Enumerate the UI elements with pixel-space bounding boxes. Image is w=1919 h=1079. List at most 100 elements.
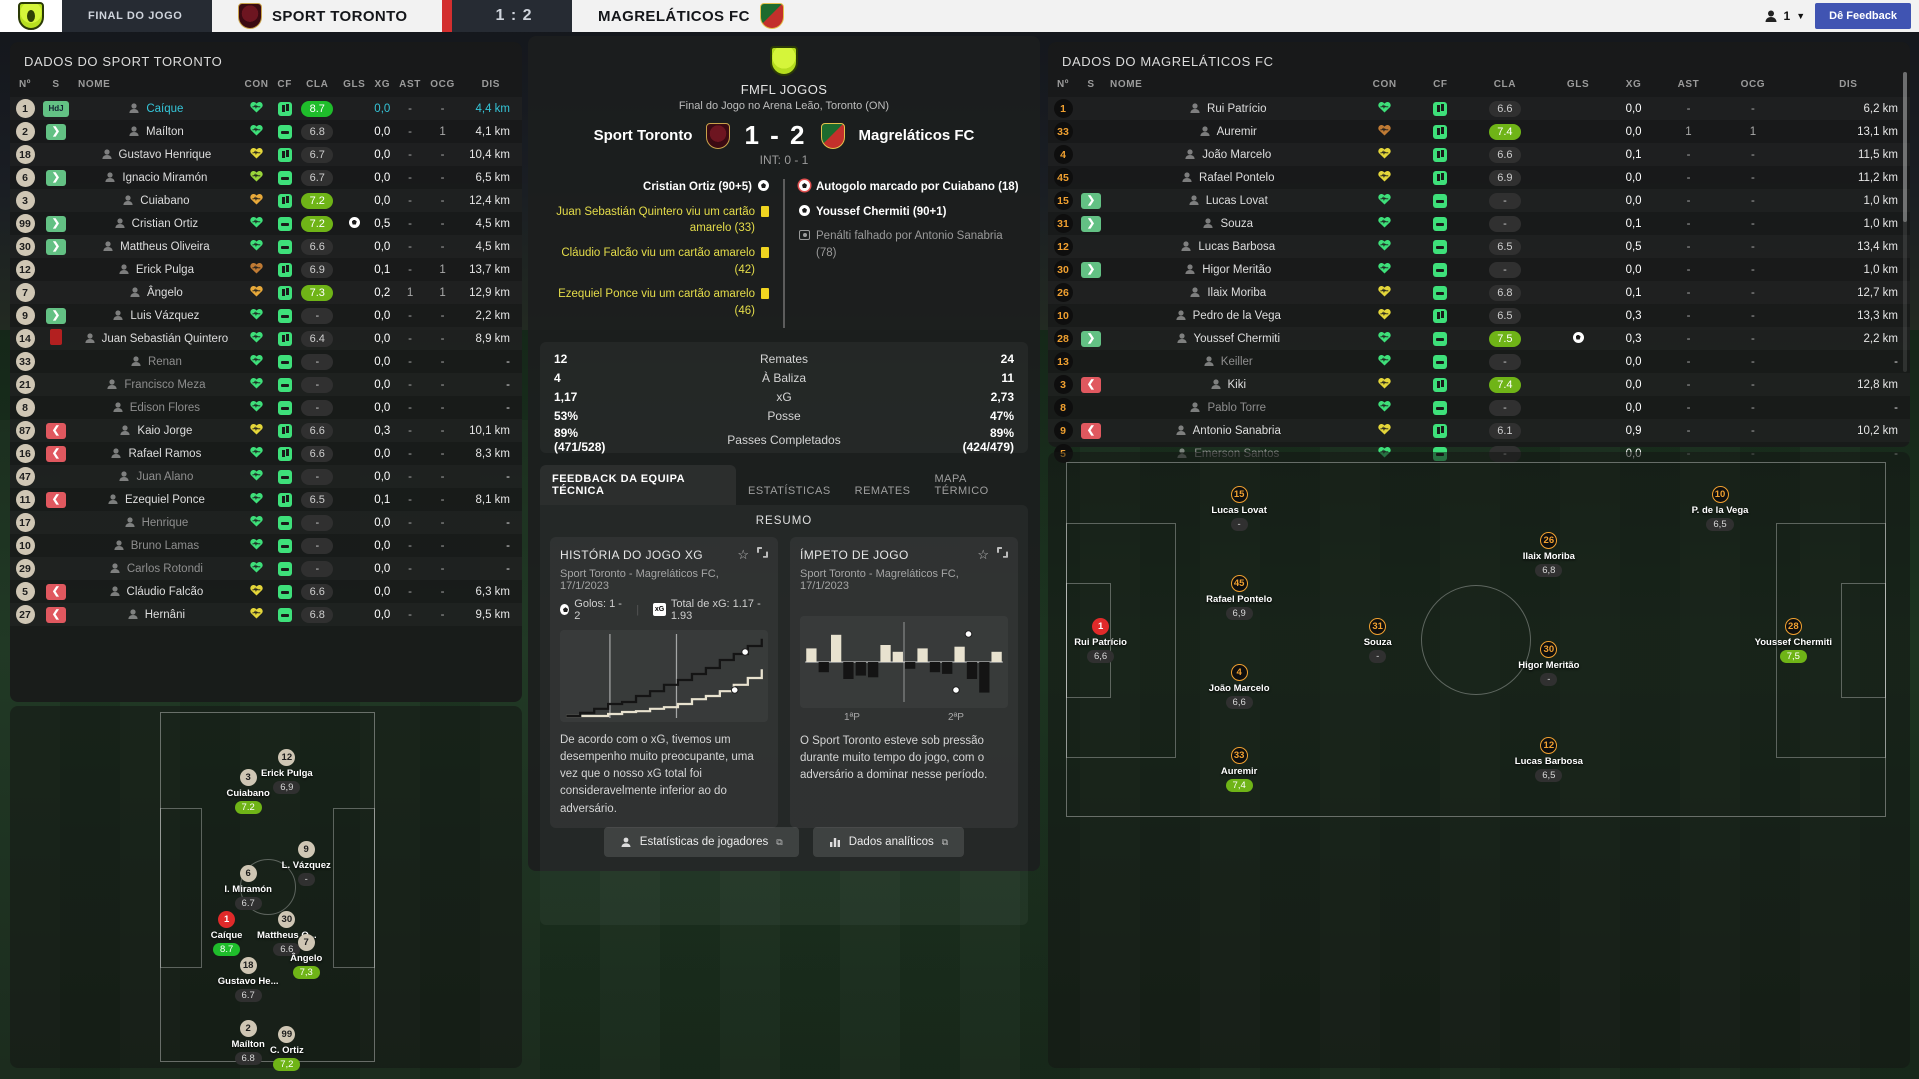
pitch-player[interactable]: 45 Rafael Pontelo 6,9 (1191, 574, 1287, 620)
expand-icon[interactable] (757, 546, 768, 558)
table-row[interactable]: 31 ❯ Souza - 0,1 - - 1,0 km (1048, 212, 1910, 235)
table-row[interactable]: 33 Auremir 7.4 0,0 1 1 13,1 km (1048, 120, 1910, 143)
pitch-player[interactable]: 1 Caíque 8.7 (179, 910, 275, 956)
table-row[interactable]: 16 ❮ Rafael Ramos 6.6 0,0 - - 8,3 km (10, 442, 522, 465)
user-badge[interactable]: 1 ▼ (1764, 9, 1806, 23)
man-of-match-badge[interactable]: HdJ (43, 100, 69, 117)
pitch-player[interactable]: 30 Higor Meritão - (1501, 640, 1597, 686)
table-row[interactable]: 5 ❮ Cláudio Falcão 6.6 0,0 - - 6,3 km (10, 580, 522, 603)
pitch-player[interactable]: 15 Lucas Lovat - (1191, 485, 1287, 531)
pitch-player[interactable]: 9 L. Vázquez - (258, 841, 354, 887)
table-row[interactable]: 47 Juan Alano -0,0- - - (10, 465, 522, 488)
pitch-player[interactable]: 31 Souza - (1330, 617, 1426, 663)
table-row[interactable]: 6 ❯ Ignacio Miramón 6.7 0,0 - - 6,5 km (10, 166, 522, 189)
table-row[interactable]: 11 ❮ Ezequiel Ponce 6.5 0,1 - - 8,1 km (10, 488, 522, 511)
star-icon[interactable]: ☆ (737, 546, 749, 562)
table-row[interactable]: 1 Rui Patrício 6.6 0,0- -6,2 km (1048, 97, 1910, 120)
pitch-player[interactable]: 12 Lucas Barbosa 6,5 (1501, 736, 1597, 782)
rating-badge: 6.6 (273, 942, 301, 956)
sub-on-icon[interactable]: ❯ (1081, 215, 1101, 232)
pitch-player[interactable]: 18 Gustavo He... 6.7 (200, 956, 296, 1002)
sub-off-icon[interactable]: ❮ (46, 583, 66, 600)
sub-on-icon[interactable]: ❯ (1081, 330, 1101, 347)
pitch-player[interactable]: 28 Youssef Chermiti 7,5 (1745, 617, 1841, 663)
sub-off-icon[interactable]: ❮ (46, 606, 66, 623)
tab-feedback-da-equipa-técnica[interactable]: FEEDBACK DA EQUIPA TÉCNICA (540, 464, 737, 505)
table-row[interactable]: 7 Ângelo 7.3 0,2 1 1 12,9 km (10, 281, 522, 304)
table-row[interactable]: 99 ❯ Cristian Ortiz 7.2 0,5 - - 4,5 km (10, 212, 522, 235)
pitch-player[interactable]: 12 Erick Pulga 6,9 (239, 749, 335, 794)
table-row[interactable]: 2 ❯ Maílton 6.8 0,0 - 1 4,1 km (10, 120, 522, 143)
table-row[interactable]: 10 Bruno Lamas - 0,0 - - - (10, 534, 522, 557)
feedback-button[interactable]: Dê Feedback (1815, 3, 1911, 29)
table-row[interactable]: 33 Renan - 0,0 - - - (10, 350, 522, 373)
table-row[interactable]: 3 Cuiabano 7.2 0,0- -12,4 km (10, 189, 522, 212)
estatísticas-de-jogadores-button[interactable]: Estatísticas de jogadores ⧉ (603, 827, 799, 857)
table-row[interactable]: 3 ❮ Kiki 7.4 0,0- -12,8 km (1048, 373, 1910, 396)
sub-on-icon[interactable]: ❯ (46, 215, 66, 232)
sub-on-icon[interactable]: ❯ (46, 123, 66, 140)
pitch-player[interactable]: 4 João Marcelo 6,6 (1191, 664, 1287, 709)
pitch-player[interactable]: 7 Ângelo 7,3 (258, 933, 354, 979)
away-formation-pitch[interactable]: 1 Rui Patrício 6,6 15 Lucas Lovat - 45 Rafael P… (1048, 452, 1910, 1068)
tab-remates[interactable]: REMATES (854, 484, 911, 497)
chevron-down-icon[interactable]: ▼ (1796, 11, 1806, 21)
pitch-player[interactable]: 26 Ilaix Moriba 6,8 (1501, 532, 1597, 577)
pitch-player[interactable]: 33 Auremir 7,4 (1191, 746, 1287, 792)
table-row[interactable]: 13 Keiller - 0,0 - - - (1048, 350, 1910, 373)
dados-analíticos-button[interactable]: Dados analíticos ⧉ (812, 827, 965, 857)
sub-on-icon[interactable]: ❯ (1081, 192, 1101, 209)
table-row[interactable]: 30 ❯ Mattheus Oliveira 6.6 0,0- -4,5 km (10, 235, 522, 258)
away-team-header[interactable]: MAGRELÁTICOS FC (572, 0, 822, 32)
sub-on-icon[interactable]: ❯ (46, 238, 66, 255)
table-row[interactable]: 8 Edison Flores - 0,0 - - - (10, 396, 522, 419)
table-row[interactable]: 8 Pablo Torre - 0,0 - - - (1048, 396, 1910, 419)
table-row[interactable]: 12 Erick Pulga 6.9 0,1 - 1 13,7 km (10, 258, 522, 281)
table-row[interactable]: 12 Lucas Barbosa 6.5 0,5- -13,4 km (1048, 235, 1910, 258)
pitch-player[interactable]: 2 Maílton 6.8 (200, 1019, 296, 1065)
xg-value: 0,5 (1609, 235, 1658, 258)
player-name: Keiller (1220, 356, 1253, 368)
red-card-icon[interactable] (50, 329, 62, 345)
table-row[interactable]: 87 ❮ Kaio Jorge 6.6 0,3- -10,1 km (10, 419, 522, 442)
tab-mapa-térmico[interactable]: MAPA TÉRMICO (934, 472, 989, 497)
sub-on-icon[interactable]: ❯ (46, 307, 66, 324)
table-row[interactable]: 10 Pedro de la Vega 6.5 0,3 - - 13,3 km (1048, 304, 1910, 327)
pitch-player[interactable]: 6 I. Miramón 6.7 (200, 864, 296, 910)
app-logo[interactable] (0, 0, 62, 32)
table-row[interactable]: 29 Carlos Rotondi -0,0- - - (10, 557, 522, 580)
pitch-player[interactable]: 99 C. Ortiz 7,2 (239, 1026, 335, 1072)
table-row[interactable]: 1 HdJ Caíque 8.7 0,0- -4,4 km (10, 97, 522, 120)
sub-off-icon[interactable]: ❮ (46, 445, 66, 462)
home-team-header[interactable]: SPORT TORONTO (212, 0, 442, 32)
scoreline[interactable]: 1 : 2 (452, 0, 572, 32)
sub-off-icon[interactable]: ❮ (46, 422, 66, 439)
squad-scrollbar[interactable] (1903, 72, 1907, 372)
sub-off-icon[interactable]: ❮ (1081, 422, 1101, 439)
sub-off-icon[interactable]: ❮ (1081, 376, 1101, 393)
tab-estatísticas[interactable]: ESTATÍSTICAS (748, 484, 831, 497)
table-row[interactable]: 21 Francisco Meza -0,0- - - (10, 373, 522, 396)
star-icon[interactable]: ☆ (977, 546, 989, 562)
table-row[interactable]: 15 ❯ Lucas Lovat -0,0- -1,0 km (1048, 189, 1910, 212)
table-row[interactable]: 9 ❮ Antonio Sanabria 6.1 0,9- -10,2 km (1048, 419, 1910, 442)
table-row[interactable]: 26 Ilaix Moriba 6.8 0,1- -12,7 km (1048, 281, 1910, 304)
table-row[interactable]: 18 Gustavo Henrique 6.7 0,0- -10,4 km (10, 143, 522, 166)
pitch-player[interactable]: 10 P. de la Vega 6,5 (1672, 485, 1768, 531)
pitch-player[interactable]: 30 Mattheus O... 6.6 (239, 910, 335, 956)
pitch-player[interactable]: 3 Cuiabano 7.2 (200, 768, 296, 814)
table-row[interactable]: 28 ❯ Youssef Chermiti 7.5 0,3- -2,2 km (1048, 327, 1910, 350)
sub-off-icon[interactable]: ❮ (46, 491, 66, 508)
expand-icon[interactable] (997, 546, 1008, 558)
sub-on-icon[interactable]: ❯ (46, 169, 66, 186)
table-row[interactable]: 4 João Marcelo 6.6 0,1- -11,5 km (1048, 143, 1910, 166)
table-row[interactable]: 17 Henrique -0,0- - - (10, 511, 522, 534)
table-row[interactable]: 14 Juan Sebastián Quintero 6.4 0,0- -8,9 km (10, 327, 522, 350)
table-row[interactable]: 30 ❯ Higor Meritão - 0,0 - - 1,0 km (1048, 258, 1910, 281)
home-formation-pitch[interactable]: 1 Caíque 8.7 6 I. Miramón 6.7 3 Cuiabano 7.2 18 Gu… (10, 706, 522, 1072)
table-row[interactable]: 9 ❯ Luis Vázquez - 0,0 - - 2,2 km (10, 304, 522, 327)
table-row[interactable]: 27 ❮ Hernâni 6.8 0,0- -9,5 km (10, 603, 522, 626)
sub-on-icon[interactable]: ❯ (1081, 261, 1101, 278)
pitch-player[interactable]: 1 Rui Patrício 6,6 (1053, 617, 1149, 663)
table-row[interactable]: 45 Rafael Pontelo 6.9 0,0 - - 11,2 km (1048, 166, 1910, 189)
